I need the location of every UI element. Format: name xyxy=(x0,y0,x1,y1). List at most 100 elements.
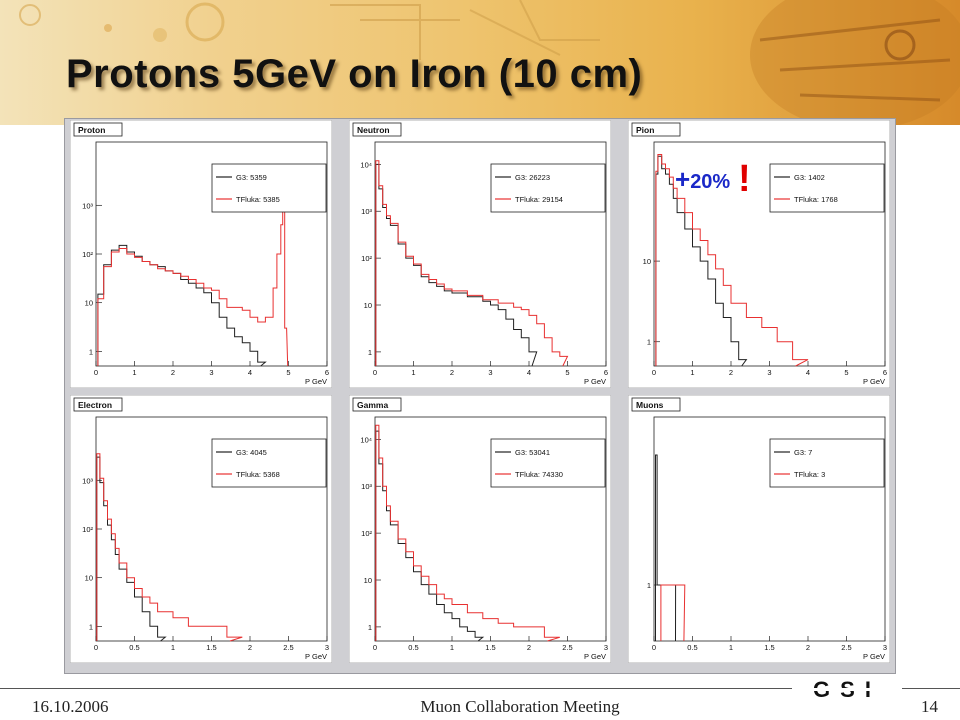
x-tick-label: 3 xyxy=(767,368,771,377)
footer-divider xyxy=(0,688,792,689)
legend-entry: G3: 1402 xyxy=(794,173,825,182)
x-axis-label: P GeV xyxy=(863,652,885,661)
y-tick-label: 1 xyxy=(368,623,372,632)
x-tick-label: 0 xyxy=(373,368,377,377)
x-tick-label: 0.5 xyxy=(687,643,697,652)
x-tick-label: 1 xyxy=(729,643,733,652)
chart-pion: Pion 0 1 2 3 4 5 6 P GeV 1 10 G3: 1402 TFluka: 1768 xyxy=(628,120,890,388)
footer-date: 16.10.2006 xyxy=(32,697,109,716)
series-line-tfluka xyxy=(375,160,569,367)
y-tick-label: 10³ xyxy=(82,476,93,485)
x-tick-label: 6 xyxy=(604,368,608,377)
footer-divider-right xyxy=(902,688,960,689)
histogram-title: Neutron xyxy=(357,125,390,135)
x-axis-label: P GeV xyxy=(305,377,327,386)
legend-entry: TFluka: 1768 xyxy=(794,195,838,204)
y-tick-label: 10 xyxy=(643,257,651,266)
y-tick-label: 10⁴ xyxy=(360,435,372,444)
x-tick-label: 4 xyxy=(248,368,252,377)
series-line-tfluka xyxy=(660,584,686,642)
chart-gamma: Gamma 0 0.5 1 1.5 2 2.5 3 P GeV 1 10 10² 10³ 10⁴ G3: 5… xyxy=(349,395,611,663)
x-axis-label: P GeV xyxy=(584,652,606,661)
histogram-title: Gamma xyxy=(357,400,388,410)
x-tick-label: 1.5 xyxy=(764,643,774,652)
legend-entry: G3: 26223 xyxy=(515,173,550,182)
x-tick-label: 1 xyxy=(132,368,136,377)
x-tick-label: 0 xyxy=(94,643,98,652)
histogram-title: Pion xyxy=(636,125,654,135)
chart-proton: Proton 0 1 2 3 4 5 6 P GeV 1 10 10² 10³ G3: 5359 TFluk… xyxy=(70,120,332,388)
chart-neutron: Neutron 0 1 2 3 4 5 6 P GeV 1 10 10² 10³ 10⁴ G3: 26223… xyxy=(349,120,611,388)
series-line-tfluka xyxy=(96,453,243,642)
x-tick-label: 4 xyxy=(806,368,810,377)
x-tick-label: 2 xyxy=(248,643,252,652)
y-tick-label: 10³ xyxy=(361,482,372,491)
x-tick-label: 0 xyxy=(652,368,656,377)
y-tick-label: 10² xyxy=(361,529,372,538)
title-banner xyxy=(0,0,960,125)
slide-title: Protons 5GeV on Iron (10 cm) xyxy=(66,52,643,96)
x-tick-label: 5 xyxy=(286,368,290,377)
legend-box xyxy=(769,163,885,213)
x-tick-label: 5 xyxy=(565,368,569,377)
series-line-tfluka xyxy=(97,201,289,367)
footer-meeting-name: Muon Collaboration Meeting xyxy=(420,697,620,716)
histogram-title-box xyxy=(73,397,123,412)
legend-box xyxy=(211,438,327,488)
legend-entry: TFluka: 3 xyxy=(794,470,825,479)
legend-entry: TFluka: 5385 xyxy=(236,195,280,204)
x-tick-label: 2 xyxy=(171,368,175,377)
x-tick-label: 6 xyxy=(325,368,329,377)
legend-entry: TFluka: 29154 xyxy=(515,195,563,204)
x-tick-label: 6 xyxy=(883,368,887,377)
x-tick-label: 0 xyxy=(94,368,98,377)
increase-annotation: +20% ! xyxy=(675,158,751,200)
chart-electron: Electron 0 0.5 1 1.5 2 2.5 3 P GeV 1 10 10² 10³ G3: 4… xyxy=(70,395,332,663)
histogram-title: Proton xyxy=(78,125,105,135)
x-tick-label: 0 xyxy=(652,643,656,652)
x-tick-label: 5 xyxy=(844,368,848,377)
legend-box xyxy=(490,163,606,213)
legend-entry: TFluka: 5368 xyxy=(236,470,280,479)
y-tick-label: 1 xyxy=(647,581,651,590)
legend-entry: G3: 4045 xyxy=(236,448,267,457)
x-tick-label: 2.5 xyxy=(562,643,572,652)
banner-decoration xyxy=(19,0,960,125)
series-line-tfluka xyxy=(655,154,809,367)
x-axis-label: P GeV xyxy=(863,377,885,386)
annotation-exclamation: ! xyxy=(738,158,751,200)
histogram-title-box xyxy=(73,122,123,137)
x-tick-label: 0.5 xyxy=(129,643,139,652)
x-tick-label: 2 xyxy=(806,643,810,652)
y-tick-label: 1 xyxy=(89,347,93,356)
x-tick-label: 1 xyxy=(690,368,694,377)
x-tick-label: 1 xyxy=(411,368,415,377)
histogram-title: Electron xyxy=(78,400,112,410)
y-tick-label: 10 xyxy=(85,299,93,308)
series-line-tfluka xyxy=(375,424,560,642)
legend-entry: G3: 7 xyxy=(794,448,812,457)
histogram-title-box xyxy=(631,397,681,412)
y-tick-label: 10² xyxy=(82,525,93,534)
x-tick-label: 3 xyxy=(604,643,608,652)
x-tick-label: 1 xyxy=(450,643,454,652)
x-tick-label: 3 xyxy=(883,643,887,652)
histogram-title-box xyxy=(352,122,402,137)
x-tick-label: 1.5 xyxy=(206,643,216,652)
series-line-g3 xyxy=(375,163,538,367)
x-tick-label: 0 xyxy=(373,643,377,652)
series-line-g3 xyxy=(655,155,748,367)
y-tick-label: 1 xyxy=(647,338,651,347)
y-tick-label: 10 xyxy=(364,301,372,310)
x-tick-label: 2 xyxy=(527,643,531,652)
legend-entry: G3: 53041 xyxy=(515,448,550,457)
series-line-g3 xyxy=(375,430,485,642)
x-tick-label: 2 xyxy=(729,368,733,377)
x-tick-label: 1 xyxy=(171,643,175,652)
annotation-plus: + xyxy=(675,164,691,194)
x-tick-label: 4 xyxy=(527,368,531,377)
histogram-title-box xyxy=(631,122,681,137)
x-tick-label: 3 xyxy=(488,368,492,377)
y-tick-label: 10³ xyxy=(361,207,372,216)
slide-number: 14 xyxy=(921,697,938,716)
